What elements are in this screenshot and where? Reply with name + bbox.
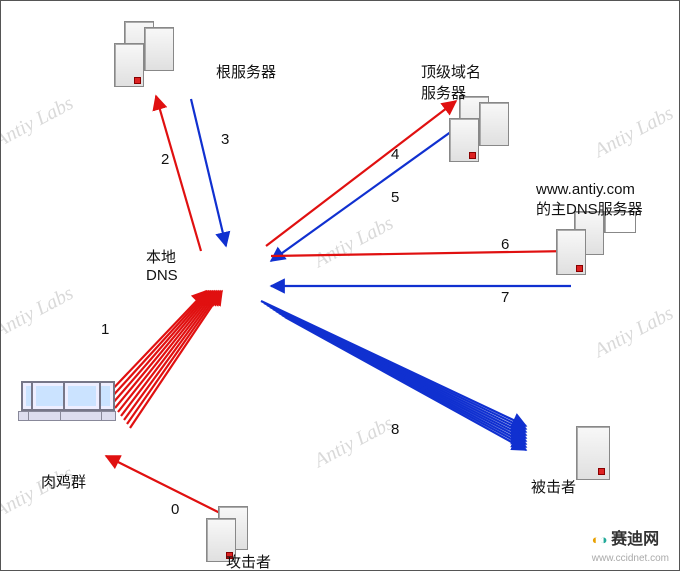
edge-num-2: 2 [161,151,169,168]
edge-num-6: 6 [501,236,509,253]
label-authns: www.antiy.com的主DNS服务器 [536,181,643,219]
watermark: Antiy Labs [0,92,77,153]
edge-num-0: 0 [171,501,179,518]
watermark: Antiy Labs [0,282,77,343]
root-server-icon [106,21,176,91]
footer-logo: ◐◑ 赛迪网 www.ccidnet.com [592,525,669,564]
auth2-server-icon [576,426,616,486]
tld-server-icon [441,96,511,166]
label-victim: 被击者 [531,476,576,497]
edge-num-8: 8 [391,421,399,438]
auth-dns-icon [556,211,636,281]
edge-num-7: 7 [501,289,509,306]
edge-num-5: 5 [391,189,399,206]
zombies-icon [21,381,131,461]
label-local: 本地DNS [146,246,178,284]
diagram-stage: Antiy Labs Antiy Labs Antiy Labs Antiy L… [0,0,680,571]
edge-num-4: 4 [391,146,399,163]
edge-num-3: 3 [221,131,229,148]
label-root: 根服务器 [216,61,276,82]
watermark: Antiy Labs [591,302,678,363]
label-zombies: 肉鸡群 [41,471,86,492]
label-attacker: 攻击者 [226,551,271,571]
edge-num-1: 1 [101,321,109,338]
watermark: Antiy Labs [591,102,678,163]
watermark: Antiy Labs [311,212,398,273]
watermark: Antiy Labs [311,412,398,473]
label-tld: 顶级域名服务器 [421,61,481,103]
